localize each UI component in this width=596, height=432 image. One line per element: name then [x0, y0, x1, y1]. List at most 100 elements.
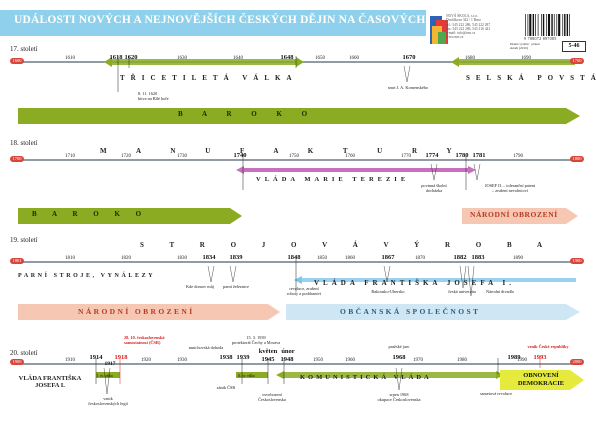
caption-vlada-fj-20: VLÁDA FRANTIŠKA JOSEFA I. — [18, 375, 82, 389]
note-rakousko-uhersko: Rakousko-Uhersko — [371, 289, 405, 294]
tick-label: 1730 — [177, 154, 187, 159]
war-label-1: I. sv. válka — [97, 374, 113, 378]
row18-end-badge: 1800 — [570, 156, 584, 162]
key-year-1780: 1780 — [455, 152, 469, 159]
tick-label: 1930 — [177, 358, 187, 363]
tick-label: 1950 — [313, 358, 323, 363]
key-year-1993: 1993 — [533, 354, 547, 361]
publisher-logo-icon — [430, 16, 448, 44]
war-label-2: II. sv. válka — [238, 374, 255, 378]
tick-label: 1680 — [465, 56, 475, 61]
key-year-1867: 1867 — [381, 254, 395, 261]
key-year-1839: 1839 — [229, 254, 243, 261]
key-year-1834: 1834 — [202, 254, 216, 261]
tick-label: 1920 — [141, 358, 151, 363]
tick-label: 1750 — [289, 154, 299, 159]
note-narodni-divadlo: Národní divadlo — [485, 289, 515, 294]
century-label-20: 20. století — [10, 349, 38, 357]
note-28-rijen: 28. 10. československá samostatnost (ČSR… — [124, 335, 165, 345]
row18-start-badge: 1700 — [10, 156, 24, 162]
note-sametova-revoluce: sametová revoluce — [479, 391, 513, 396]
key-year-1774: 1774 — [425, 152, 439, 159]
row17-start-badge: 1600 — [10, 58, 24, 64]
tick-label: 1830 — [177, 256, 187, 261]
key-year-1882: 1882 — [453, 254, 467, 261]
key-year-1618: 1618 — [109, 54, 123, 61]
key-year-1848: 1848 — [287, 254, 301, 261]
tick-label: 1890 — [513, 256, 523, 261]
row20-end-badge: 2000 — [570, 359, 584, 365]
barcode-icon — [525, 14, 570, 36]
obrozeni-label-19: NÁRODNÍ OBROZENÍ — [78, 307, 195, 316]
caption-vlada-marie-terezie: VLÁDA MARIE TEREZIE — [256, 176, 410, 183]
note-josef-ii: JOSEF II. – toleranční patent – zrušení … — [484, 183, 536, 193]
note-parni-zeleznice: parní železnice — [223, 284, 249, 289]
timeline-17 — [18, 56, 578, 92]
row19-end-badge: 1900 — [570, 258, 584, 264]
tick-label: 1650 — [315, 56, 325, 61]
tick-label: 1790 — [513, 154, 523, 159]
title-band — [0, 10, 426, 36]
tick-label: 1610 — [65, 56, 75, 61]
century-label-18: 18. století — [10, 139, 38, 147]
tick-label: 1850 — [317, 256, 327, 261]
key-year-1938: 1938 — [219, 354, 233, 361]
tick-label: 1660 — [349, 56, 359, 61]
note-legie: vznik československých legií — [88, 396, 128, 406]
caption-selska-povstani: SELSKÁ POVSTÁNÍ — [466, 74, 596, 82]
key-year-1989: 1989 — [507, 354, 521, 361]
key-year-1918: 1918 — [114, 354, 128, 361]
note-revoluce-1848: revoluce, zrušení roboty a poddanství — [286, 286, 322, 296]
caption-komunisticka-vlada: KOMUNISTICKÁ VLÁDA — [300, 374, 432, 381]
label-unor: únor — [281, 348, 295, 355]
key-year-1670: 1670 — [402, 54, 416, 61]
tick-label: 1860 — [345, 256, 355, 261]
tick-label: 1770 — [401, 154, 411, 159]
tick-label: 1960 — [345, 358, 355, 363]
note-prazske-jaro: pražské jaro — [388, 344, 410, 349]
row20-start-badge: 1900 — [10, 359, 24, 365]
key-year-1781: 1781 — [472, 152, 486, 159]
caption-obnoveni-demokracie: OBNOVENÍ DEMOKRACIE — [517, 372, 565, 387]
tick-label: 1720 — [121, 154, 131, 159]
timeline-20 — [18, 358, 584, 395]
key-year-1648: 1648 — [280, 54, 294, 61]
edition-info: Druhé vydání · plakát skladí (2010) — [510, 42, 540, 50]
tick-label: 1630 — [177, 56, 187, 61]
tick-label: 1820 — [121, 256, 131, 261]
caption-tricetileta-valka: TŘICETILETÁ VÁLKA — [120, 74, 298, 82]
row17-end-badge: 1700 — [570, 58, 584, 64]
note-ceska-univerzita: česká univerzita — [448, 289, 476, 294]
note-bila-hora: 8. 11. 1620 bitva na Bílé hoře — [138, 91, 169, 101]
product-code: 5-46 — [562, 41, 586, 52]
caption-strojova-vyroba: S T R O J O V Á V Ý R O B A — [140, 241, 555, 249]
century-label-17: 17. století — [10, 45, 38, 53]
label-kveten: květen — [258, 348, 278, 355]
obrozeni-label-18: NÁRODNÍ OBROZENÍ — [470, 210, 558, 219]
key-year-1917: 1917 — [104, 361, 116, 367]
note-komensky: smrt J. A. Komenského — [387, 85, 429, 90]
key-year-1945: 1945 — [261, 356, 275, 363]
key-year-1968: 1968 — [392, 354, 406, 361]
note-mnichov: mnichovská dohoda — [188, 345, 224, 350]
row19-start-badge: 1801 — [10, 258, 24, 264]
baroko-label-18: B A R O K O — [32, 210, 149, 218]
tick-label: 1980 — [457, 358, 467, 363]
publisher-address: NOVÁ ŠKOLA, s.r.o. Dvořákova 342 / 1 Brno… — [446, 14, 491, 40]
note-skolni-dochazka: povinná školní docházka — [421, 183, 447, 193]
century-label-19: 19. století — [10, 236, 38, 244]
note-vznik-cr: vznik České republiky — [527, 344, 569, 349]
bands-18 — [18, 208, 578, 224]
note-kde-domov-muj: Kde domov můj — [186, 284, 214, 289]
bands-19 — [18, 304, 580, 320]
tick-label: 1810 — [65, 256, 75, 261]
key-year-1939: 1939 — [236, 354, 250, 361]
timeline-18 — [18, 154, 578, 190]
tick-label: 1690 — [521, 56, 531, 61]
tick-label: 1640 — [233, 56, 243, 61]
key-year-1883: 1883 — [471, 254, 485, 261]
timeline-19 — [18, 256, 578, 297]
key-year-1948: 1948 — [280, 356, 294, 363]
baroko-label-17: B A R O K O — [178, 110, 317, 118]
note-okupace-1968: srpen 1968 okupace Československa — [377, 392, 421, 402]
